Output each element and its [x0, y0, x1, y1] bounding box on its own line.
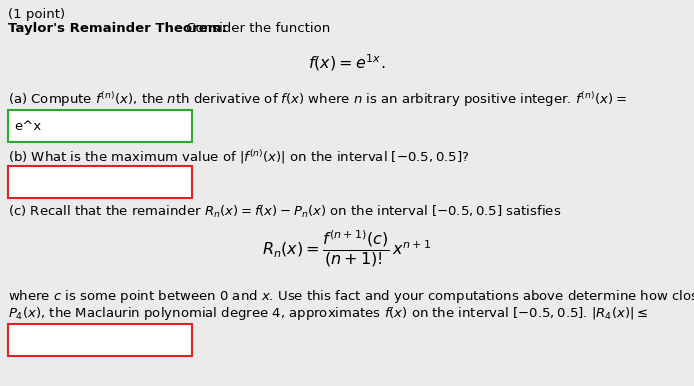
Text: Consider the function: Consider the function [182, 22, 330, 35]
Text: $f(x) = e^{1x}.$: $f(x) = e^{1x}.$ [308, 52, 386, 73]
Text: e^x: e^x [14, 120, 41, 132]
Text: (1 point): (1 point) [8, 8, 65, 21]
Text: (b) What is the maximum value of $|f^{(n)}(x)|$ on the interval $[-0.5, 0.5]$?: (b) What is the maximum value of $|f^{(n… [8, 148, 469, 166]
Bar [8, 166, 192, 198]
Text: (a) Compute $f^{(n)}(x)$, the $n$th derivative of $f(x)$ where $n$ is an arbitra: (a) Compute $f^{(n)}(x)$, the $n$th deri… [8, 90, 627, 109]
Text: $R_n(x) = \dfrac{f^{(n+1)}(c)}{(n+1)!}\,x^{n+1}$: $R_n(x) = \dfrac{f^{(n+1)}(c)}{(n+1)!}\,… [262, 228, 432, 269]
Bar [8, 110, 192, 142]
Text: where $c$ is some point between $0$ and $x$. Use this fact and your computations: where $c$ is some point between $0$ and … [8, 288, 694, 305]
Text: (c) Recall that the remainder $R_n(x) = f(x) - P_n(x)$ on the interval $[-0.5, 0: (c) Recall that the remainder $R_n(x) = … [8, 204, 561, 220]
Text: $P_4(x)$, the Maclaurin polynomial degree 4, approximates $f(x)$ on the interval: $P_4(x)$, the Maclaurin polynomial degre… [8, 305, 648, 322]
Bar [8, 324, 192, 356]
Text: Taylor's Remainder Theorem:: Taylor's Remainder Theorem: [8, 22, 227, 35]
